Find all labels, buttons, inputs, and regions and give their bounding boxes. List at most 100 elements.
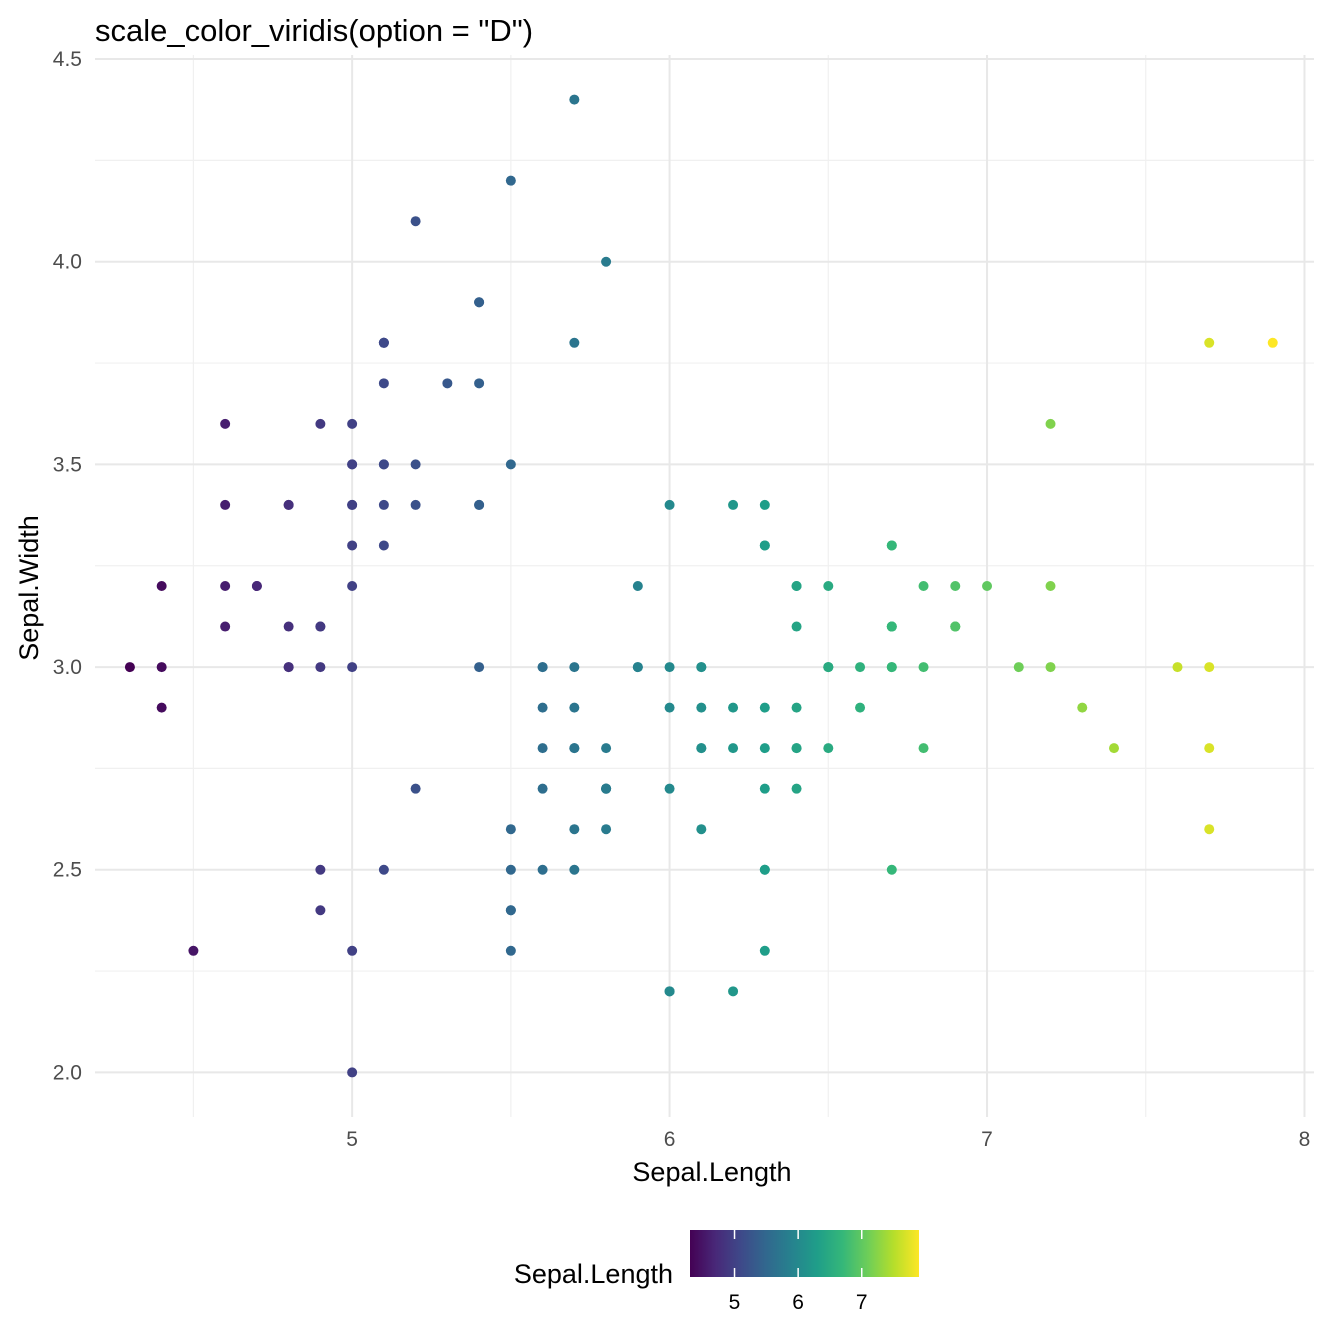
data-point [601, 824, 612, 835]
data-point [569, 702, 580, 713]
data-point [156, 662, 167, 673]
data-point [505, 905, 516, 916]
data-point [791, 621, 802, 632]
data-point [728, 702, 739, 713]
data-point [347, 459, 358, 470]
data-point [378, 378, 389, 389]
data-point [156, 702, 167, 713]
legend-tick-label: 7 [856, 1291, 868, 1314]
data-point [759, 743, 770, 754]
data-point [759, 864, 770, 875]
data-point [1172, 662, 1183, 673]
legend-colorbar [690, 1230, 919, 1277]
data-point [823, 581, 834, 591]
data-point [1045, 581, 1056, 591]
data-point [347, 418, 358, 429]
data-point [347, 1067, 358, 1078]
legend-title: Sepal.Length [514, 1259, 673, 1289]
data-point [410, 783, 421, 794]
data-point [950, 581, 961, 591]
data-point [728, 499, 739, 510]
data-point [791, 702, 802, 713]
data-point [347, 540, 358, 551]
data-point [759, 783, 770, 794]
data-point [1204, 337, 1215, 348]
x-tick-label: 7 [981, 1128, 993, 1151]
y-tick-label: 4.5 [53, 48, 82, 71]
data-point [378, 864, 389, 875]
data-point [505, 864, 516, 875]
data-point [918, 743, 929, 754]
legend-ticks: 5 6 7 [729, 1230, 868, 1314]
data-point [886, 864, 897, 875]
data-point [569, 743, 580, 754]
data-point [347, 499, 358, 510]
x-axis-ticks: 5 6 7 8 [346, 1128, 1310, 1151]
data-point [315, 621, 326, 632]
data-point [1204, 743, 1215, 754]
data-point [410, 216, 421, 227]
data-point [855, 662, 866, 673]
data-point [1013, 662, 1024, 673]
data-point [632, 662, 643, 673]
data-point [696, 702, 707, 713]
data-point [505, 459, 516, 470]
chart-title: scale_color_viridis(option = "D") [95, 13, 533, 48]
data-point [664, 702, 675, 713]
legend-tick-label: 6 [792, 1291, 804, 1314]
data-point [855, 702, 866, 713]
data-point [251, 581, 262, 591]
data-points [124, 94, 1278, 1078]
data-point [537, 662, 548, 673]
data-point [505, 824, 516, 835]
data-point [347, 945, 358, 956]
data-point [950, 621, 961, 632]
data-point [315, 418, 326, 429]
data-point [601, 256, 612, 267]
x-tick-label: 6 [664, 1128, 676, 1151]
y-tick-label: 3.5 [53, 453, 82, 476]
data-point [823, 662, 834, 673]
data-point [569, 337, 580, 348]
data-point [759, 945, 770, 956]
data-point [632, 581, 643, 591]
data-point [315, 905, 326, 916]
data-point [1204, 824, 1215, 835]
y-tick-label: 2.0 [53, 1061, 82, 1084]
data-point [886, 662, 897, 673]
data-point [664, 986, 675, 997]
data-point [188, 945, 199, 956]
data-point [1109, 743, 1120, 754]
data-point [347, 581, 358, 591]
data-point [474, 297, 485, 308]
data-point [791, 743, 802, 754]
data-point [220, 499, 231, 510]
data-point [823, 743, 834, 754]
data-point [505, 175, 516, 186]
data-point [505, 945, 516, 956]
data-point [918, 662, 929, 673]
data-point [1045, 418, 1056, 429]
data-point [791, 581, 802, 591]
data-point [442, 378, 453, 389]
data-point [664, 662, 675, 673]
data-point [283, 621, 294, 632]
data-point [474, 378, 485, 389]
y-tick-label: 2.5 [53, 859, 82, 882]
data-point [474, 499, 485, 510]
data-point [696, 662, 707, 673]
data-point [378, 337, 389, 348]
data-point [315, 864, 326, 875]
x-axis-label: Sepal.Length [632, 1157, 791, 1187]
data-point [315, 662, 326, 673]
y-tick-label: 4.0 [53, 251, 82, 274]
x-tick-label: 5 [346, 1128, 358, 1151]
data-point [378, 459, 389, 470]
data-point [696, 824, 707, 835]
data-point [156, 581, 167, 591]
data-point [696, 743, 707, 754]
data-point [918, 581, 929, 591]
data-point [569, 662, 580, 673]
data-point [728, 986, 739, 997]
